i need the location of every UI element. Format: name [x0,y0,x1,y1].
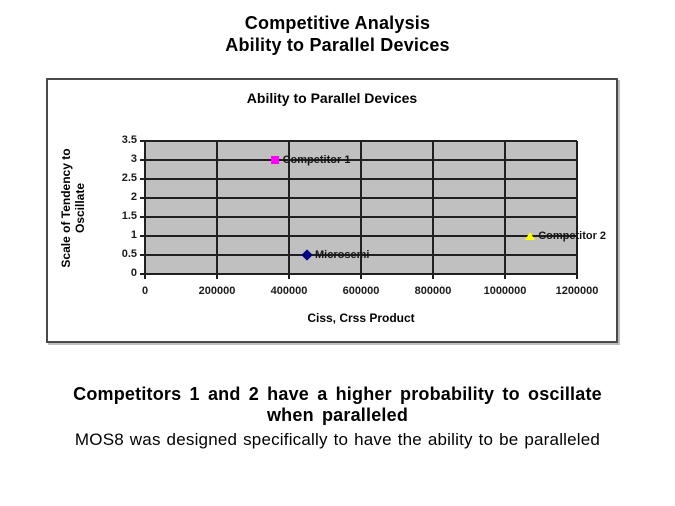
y-axis-tick [140,140,145,142]
x-axis-tick [288,274,290,279]
y-axis-tick [140,178,145,180]
v-gridline [504,141,506,274]
chart-frame: Ability to Parallel Devices Scale of Ten… [46,78,618,343]
x-tick-label: 200000 [198,285,236,297]
y-axis-tick [140,197,145,199]
x-tick-label: 600000 [342,285,380,297]
slide-title: Competitive Analysis Ability to Parallel… [0,12,675,56]
y-axis-title: Scale of Tendency to Oscillate [59,148,89,268]
slide-title-line2: Ability to Parallel Devices [225,35,450,55]
caption-normal-line: MOS8 was designed specifically to have t… [74,430,601,449]
x-axis-tick [144,274,146,279]
chart-title: Ability to Parallel Devices [246,90,418,106]
y-tick-label: 3 [130,153,137,165]
y-tick-label: 1 [130,229,137,241]
x-tick-label: 1000000 [483,285,527,297]
marker-square [270,156,279,164]
v-gridline [576,141,578,274]
caption-bold-line1: Competitors 1 and 2 have a higher probab… [73,384,602,404]
v-gridline [432,141,434,274]
y-tick-label: 2 [130,191,137,203]
v-gridline [288,141,290,274]
y-axis-title-line1: Scale of Tendency to [59,148,73,268]
y-axis-tick [140,254,145,256]
y-axis-tick [140,235,145,237]
x-tick-label: 1200000 [555,285,599,297]
marker-triangle [525,232,536,240]
caption: Competitors 1 and 2 have a higher probab… [0,384,675,450]
v-gridline [360,141,362,274]
x-axis-tick [216,274,218,279]
point-label: Competitor 1 [282,154,351,166]
y-axis-title-line2: Oscillate [73,182,87,234]
caption-bold-line2: when paralleled [266,405,409,425]
x-axis-title: Ciss, Crss Product [307,311,415,325]
x-axis-tick [576,274,578,279]
y-tick-label: 3.5 [121,134,137,146]
y-tick-label: 1.5 [121,210,137,222]
y-tick-label: 0.5 [121,248,137,260]
x-tick-label: 0 [141,285,149,297]
x-axis-tick [360,274,362,279]
point-label: Competitor 2 [538,230,607,242]
x-axis-tick [432,274,434,279]
y-tick-label: 0 [130,267,137,279]
x-tick-label: 400000 [270,285,308,297]
v-gridline [216,141,218,274]
y-axis-tick [140,159,145,161]
slide-title-line1: Competitive Analysis [244,13,431,33]
v-gridline [144,141,146,274]
x-axis-tick [504,274,506,279]
y-axis-tick [140,273,145,275]
point-label: Microsemi [315,249,370,261]
x-tick-label: 800000 [414,285,452,297]
y-axis-tick [140,216,145,218]
y-tick-label: 2.5 [121,172,137,184]
